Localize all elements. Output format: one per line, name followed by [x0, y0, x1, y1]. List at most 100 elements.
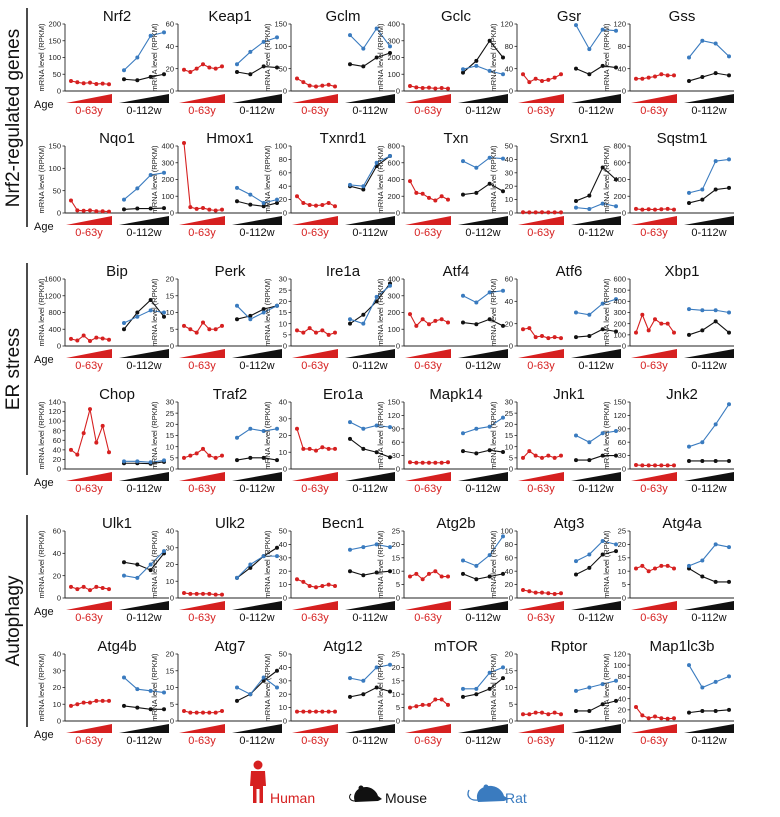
mouse-series-line	[236, 200, 278, 207]
rat-point	[122, 197, 126, 202]
y-tick-label: 60	[279, 168, 287, 177]
rodent-age-label: 0-112w	[126, 360, 161, 372]
human-point	[320, 83, 325, 88]
y-tick-label: 120	[500, 20, 513, 29]
rat-point	[261, 675, 266, 680]
y-tick-label: 5	[170, 700, 174, 709]
human-age-label: 0-63y	[301, 105, 329, 117]
y-axis-label: mRNA level (RPKM)	[376, 401, 385, 469]
human-age-label: 0-63y	[301, 612, 329, 624]
y-tick-label: 5	[396, 703, 400, 712]
mouse-point	[361, 312, 366, 317]
human-point	[533, 76, 538, 81]
human-point	[81, 584, 86, 589]
human-point	[301, 80, 306, 85]
human-point	[446, 460, 450, 465]
y-tick-label: 0	[622, 87, 626, 96]
panel-title: Atg4b	[97, 638, 136, 655]
mouse-point	[600, 165, 605, 170]
human-point	[433, 198, 438, 203]
panel-title: Gclm	[326, 8, 361, 25]
human-point	[301, 579, 306, 584]
human-age-label: 0-63y	[188, 227, 216, 239]
y-tick-label: 20	[166, 560, 174, 569]
y-tick-label: 30	[505, 168, 513, 177]
y-tick-label: 20	[618, 540, 626, 549]
mouse-point	[700, 197, 705, 202]
y-tick-label: 120	[48, 407, 61, 416]
rat-series-line	[575, 430, 617, 443]
y-tick-label: 400	[387, 175, 400, 184]
rat-point	[235, 575, 239, 580]
rat-point	[248, 49, 253, 54]
human-point	[521, 712, 525, 717]
y-tick-label: 0	[396, 717, 400, 726]
human-point	[546, 210, 551, 215]
mouse-point	[235, 317, 239, 322]
human-point	[552, 710, 557, 715]
human-point	[301, 709, 306, 714]
human-age-wedge	[292, 216, 338, 225]
panel-title: Sqstm1	[657, 130, 708, 147]
human-age-wedge	[66, 216, 112, 225]
mouse-point	[235, 70, 239, 75]
y-axis-label: mRNA level (RPKM)	[489, 23, 498, 91]
human-point	[333, 709, 337, 714]
y-tick-label: 60	[392, 438, 400, 447]
mouse-point	[162, 72, 166, 77]
panel-title: Jnk1	[553, 386, 585, 403]
human-point	[314, 585, 318, 590]
y-tick-label: 0	[57, 209, 61, 218]
panel-mtor: mTOR mRNA level (RPKM) 0 5 10 15 20 25 0-63y 0-11…	[376, 638, 508, 747]
rat-point	[501, 72, 505, 77]
human-point	[220, 708, 224, 713]
mouse-point	[261, 307, 266, 312]
human-point	[420, 460, 425, 465]
human-point	[75, 338, 80, 343]
human-point	[94, 584, 99, 589]
human-point	[552, 75, 557, 80]
mouse-series-line	[349, 52, 391, 68]
mouse-series-line	[123, 552, 165, 571]
human-point	[672, 716, 676, 721]
panel-title: Keap1	[208, 8, 251, 25]
age-label: Age	[34, 221, 54, 233]
human-point	[653, 317, 657, 322]
rat-point	[248, 192, 253, 197]
y-axis-label: mRNA level (RPKM)	[263, 653, 272, 721]
human-point	[634, 705, 638, 710]
human-point	[100, 698, 105, 703]
human-point	[326, 582, 331, 587]
human-point	[408, 83, 412, 88]
mouse-point	[713, 708, 718, 713]
rat-point	[713, 41, 718, 46]
y-tick-label: 15	[505, 666, 513, 675]
mouse-point	[361, 187, 366, 192]
y-tick-label: 5	[622, 580, 626, 589]
rat-point	[713, 308, 718, 313]
rat-point	[348, 317, 352, 322]
rat-series-line	[462, 65, 504, 75]
panel-gclm: Gclm mRNA level (RPKM) 0 50 100 150 0-63y 0-112…	[263, 8, 395, 117]
panel-atg3: Atg3 mRNA level (RPKM) 0 20 40 60 80 100 0-63y 0-…	[489, 515, 621, 624]
human-point	[533, 335, 538, 340]
y-tick-label: 0	[170, 87, 174, 96]
human-point	[634, 566, 638, 571]
panel-title: Atf4	[443, 263, 470, 280]
rat-point	[600, 27, 605, 32]
human-point	[182, 455, 186, 460]
rat-point	[122, 573, 126, 578]
mouse-point	[700, 458, 705, 463]
human-point	[427, 195, 431, 200]
human-point	[314, 84, 318, 89]
human-age-wedge	[518, 216, 564, 225]
y-axis-label: mRNA level (RPKM)	[263, 530, 272, 598]
rat-point	[614, 28, 618, 33]
human-age-wedge	[179, 601, 225, 610]
rodent-age-wedge	[571, 94, 621, 103]
rat-point	[574, 23, 578, 28]
y-tick-label: 100	[387, 325, 400, 334]
human-point	[81, 208, 86, 213]
rat-point	[388, 44, 392, 49]
mouse-series-line	[462, 318, 504, 327]
